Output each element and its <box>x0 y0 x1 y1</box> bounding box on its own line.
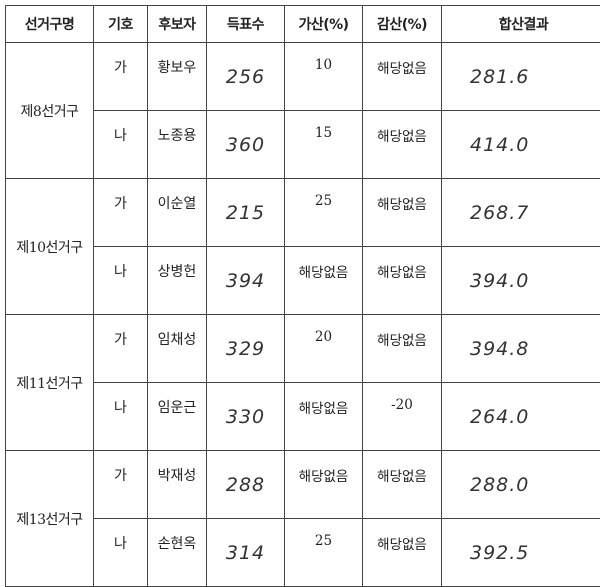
candidate-name: 임채성 <box>148 315 207 383</box>
deduction-percent: 해당없음 <box>363 111 442 179</box>
candidate-symbol: 가 <box>94 451 148 519</box>
candidate-name: 황보우 <box>148 43 207 111</box>
header-total: 합산결과 <box>442 6 600 43</box>
deduction-percent: 해당없음 <box>363 519 442 587</box>
total-result: 394.8 <box>442 315 600 383</box>
candidate-name: 임운근 <box>148 383 207 451</box>
vote-count: 360 <box>207 111 285 179</box>
district-name: 제13선거구 <box>6 451 94 587</box>
header-symbol: 기호 <box>94 6 148 43</box>
candidate-name: 상병헌 <box>148 247 207 315</box>
candidate-name: 박재성 <box>148 451 207 519</box>
candidate-symbol: 가 <box>94 43 148 111</box>
vote-count: 215 <box>207 179 285 247</box>
vote-count: 329 <box>207 315 285 383</box>
header-district: 선거구명 <box>6 6 94 43</box>
district-name: 제11선거구 <box>6 315 94 451</box>
header-votes: 득표수 <box>207 6 285 43</box>
bonus-percent: 20 <box>285 315 363 383</box>
bonus-percent: 15 <box>285 111 363 179</box>
candidate-symbol: 나 <box>94 519 148 587</box>
bonus-percent: 25 <box>285 519 363 587</box>
candidate-name: 손현옥 <box>148 519 207 587</box>
candidate-symbol: 가 <box>94 179 148 247</box>
candidate-name: 노종용 <box>148 111 207 179</box>
candidate-symbol: 가 <box>94 315 148 383</box>
bonus-percent: 10 <box>285 43 363 111</box>
header-bonus: 가산(%) <box>285 6 363 43</box>
candidate-symbol: 나 <box>94 111 148 179</box>
total-result: 264.0 <box>442 383 600 451</box>
deduction-percent: 해당없음 <box>363 315 442 383</box>
candidate-symbol: 나 <box>94 247 148 315</box>
deduction-percent: -20 <box>363 383 442 451</box>
vote-count: 256 <box>207 43 285 111</box>
vote-count: 288 <box>207 451 285 519</box>
total-result: 414.0 <box>442 111 600 179</box>
bonus-percent: 해당없음 <box>285 383 363 451</box>
candidate-name: 이순열 <box>148 179 207 247</box>
deduction-percent: 해당없음 <box>363 247 442 315</box>
deduction-percent: 해당없음 <box>363 43 442 111</box>
header-row: 선거구명 기호 후보자 득표수 가산(%) 감산(%) 합산결과 <box>6 6 600 43</box>
bonus-percent: 25 <box>285 179 363 247</box>
bonus-percent: 해당없음 <box>285 247 363 315</box>
district-name: 제8선거구 <box>6 43 94 179</box>
total-result: 392.5 <box>442 519 600 587</box>
header-candidate: 후보자 <box>148 6 207 43</box>
deduction-percent: 해당없음 <box>363 179 442 247</box>
header-deduction: 감산(%) <box>363 6 442 43</box>
vote-count: 330 <box>207 383 285 451</box>
candidate-symbol: 나 <box>94 383 148 451</box>
total-result: 288.0 <box>442 451 600 519</box>
total-result: 281.6 <box>442 43 600 111</box>
district-name: 제10선거구 <box>6 179 94 315</box>
total-result: 268.7 <box>442 179 600 247</box>
vote-count: 314 <box>207 519 285 587</box>
bonus-percent: 해당없음 <box>285 451 363 519</box>
total-result: 394.0 <box>442 247 600 315</box>
vote-count: 394 <box>207 247 285 315</box>
deduction-percent: 해당없음 <box>363 451 442 519</box>
